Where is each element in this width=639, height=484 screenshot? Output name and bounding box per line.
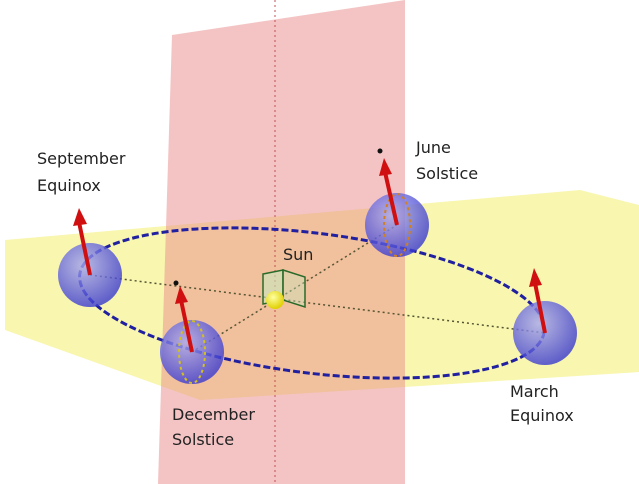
earth-march [513,268,577,365]
earth-june [365,148,429,257]
label: Solstice [172,430,234,449]
solstice-line [191,224,398,353]
label: Equinox [510,406,574,425]
angle-marker [282,268,306,309]
label: Solstice [416,164,478,183]
label: Equinox [37,176,101,195]
label: March [510,382,559,401]
earth-december [160,280,224,384]
equinox-line [89,274,546,334]
sun [266,291,284,309]
label: June [415,138,451,157]
label: Sun [283,245,313,264]
label: December [172,405,255,424]
earth-september [58,208,122,307]
label: September [37,149,126,168]
